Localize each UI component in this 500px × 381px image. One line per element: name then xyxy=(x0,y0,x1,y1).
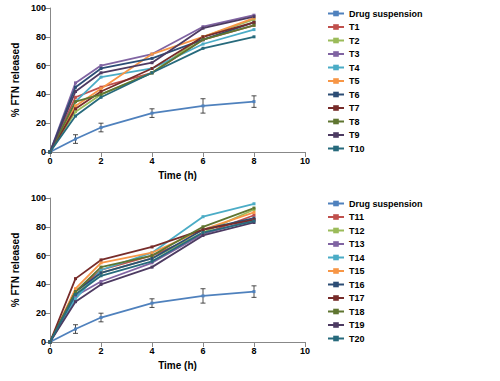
svg-text:40: 40 xyxy=(36,279,46,289)
svg-text:T8: T8 xyxy=(349,117,360,127)
svg-text:T13: T13 xyxy=(349,239,365,249)
svg-text:% FTN released: % FTN released xyxy=(10,43,21,117)
svg-text:T16: T16 xyxy=(349,280,365,290)
svg-text:T17: T17 xyxy=(349,293,365,303)
svg-text:2: 2 xyxy=(98,346,103,356)
svg-text:T3: T3 xyxy=(349,49,360,59)
svg-text:8: 8 xyxy=(251,156,256,166)
svg-text:4: 4 xyxy=(149,346,154,356)
svg-text:Time (h): Time (h) xyxy=(158,360,197,371)
svg-text:T10: T10 xyxy=(349,144,365,154)
svg-text:80: 80 xyxy=(36,222,46,232)
svg-text:60: 60 xyxy=(36,61,46,71)
svg-text:0: 0 xyxy=(41,147,46,157)
svg-text:0: 0 xyxy=(47,346,52,356)
svg-text:% FTN released: % FTN released xyxy=(10,233,21,307)
svg-text:T4: T4 xyxy=(349,63,360,73)
svg-text:20: 20 xyxy=(36,118,46,128)
svg-text:Time (h): Time (h) xyxy=(158,170,197,181)
svg-text:0: 0 xyxy=(47,156,52,166)
svg-text:T15: T15 xyxy=(349,266,365,276)
svg-text:60: 60 xyxy=(36,251,46,261)
svg-text:T2: T2 xyxy=(349,36,360,46)
svg-text:8: 8 xyxy=(251,346,256,356)
svg-text:2: 2 xyxy=(98,156,103,166)
svg-text:100: 100 xyxy=(31,193,46,203)
svg-text:T7: T7 xyxy=(349,103,360,113)
svg-text:4: 4 xyxy=(149,156,154,166)
svg-text:6: 6 xyxy=(200,156,205,166)
svg-text:T14: T14 xyxy=(349,253,365,263)
svg-text:T1: T1 xyxy=(349,22,360,32)
svg-text:10: 10 xyxy=(300,346,310,356)
svg-text:40: 40 xyxy=(36,89,46,99)
svg-text:T6: T6 xyxy=(349,90,360,100)
svg-text:80: 80 xyxy=(36,32,46,42)
svg-text:Drug suspension: Drug suspension xyxy=(349,9,423,19)
svg-text:Drug suspension: Drug suspension xyxy=(349,199,423,209)
svg-text:T11: T11 xyxy=(349,212,364,222)
svg-text:T18: T18 xyxy=(349,307,365,317)
svg-text:100: 100 xyxy=(31,3,46,13)
svg-text:T19: T19 xyxy=(349,320,365,330)
svg-text:6: 6 xyxy=(200,346,205,356)
svg-text:10: 10 xyxy=(300,156,310,166)
svg-text:0: 0 xyxy=(41,337,46,347)
svg-text:T12: T12 xyxy=(349,226,365,236)
svg-text:20: 20 xyxy=(36,308,46,318)
svg-text:T5: T5 xyxy=(349,76,360,86)
svg-text:T9: T9 xyxy=(349,130,360,140)
svg-text:T20: T20 xyxy=(349,334,365,344)
